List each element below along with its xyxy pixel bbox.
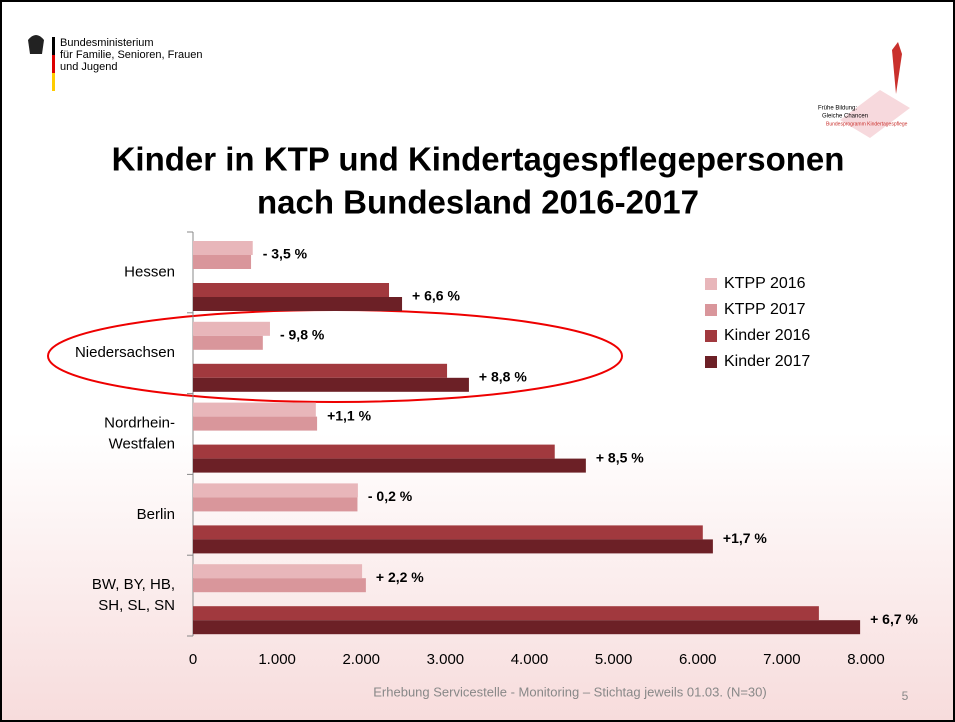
change-label: + 8,8 % <box>479 369 527 385</box>
page-number: 5 <box>902 689 909 703</box>
x-tick-label: 2.000 <box>342 651 380 668</box>
bar <box>193 241 253 255</box>
change-label: +1,1 % <box>327 407 372 423</box>
category-line: Westfalen <box>109 435 175 452</box>
change-label: + 6,6 % <box>412 288 460 304</box>
bar <box>193 363 448 378</box>
x-tick-label: 0 <box>189 651 197 668</box>
ministry-logo: Bundesministerium für Familie, Senioren,… <box>28 35 202 91</box>
category-line: Nordrhein- <box>104 414 175 431</box>
flag-red <box>52 55 55 73</box>
category-line: Berlin <box>137 506 175 523</box>
bar <box>193 335 263 350</box>
legend-swatch <box>705 330 717 342</box>
bar <box>193 444 555 459</box>
title-line: Kinder in KTP und Kindertagespflegeperso… <box>112 141 845 178</box>
bar <box>193 539 713 554</box>
x-tick-label: 7.000 <box>763 651 801 668</box>
eagle <box>28 35 44 54</box>
bar <box>193 620 861 635</box>
x-tick-label: 6.000 <box>679 651 717 668</box>
ministry-line: und Jugend <box>60 61 118 73</box>
bar <box>193 402 316 417</box>
bar <box>193 458 586 473</box>
change-label: + 6,7 % <box>870 611 918 627</box>
bar <box>193 578 366 593</box>
plot: 0 1.000 2.000 3.000 4.000 5.000 6.000 7.000 8.00… <box>75 231 919 668</box>
ministry-line: Bundesministerium <box>60 37 154 49</box>
flag-gold <box>52 73 55 91</box>
bar <box>193 377 469 392</box>
program-logo: Frühe Bildung: Gleiche Chancen Bundespro… <box>818 42 910 138</box>
x-tick-label: 8.000 <box>847 651 885 668</box>
bar <box>193 606 819 621</box>
legend-swatch <box>705 278 717 290</box>
bar <box>193 497 358 512</box>
legend-label: KTPP 2017 <box>724 301 806 318</box>
change-label: + 2,2 % <box>376 569 424 585</box>
program-line: Gleiche Chancen <box>822 114 868 120</box>
legend-swatch <box>705 304 717 316</box>
logo-figure <box>892 42 902 94</box>
bar <box>193 321 270 336</box>
change-label: - 0,2 % <box>368 488 413 504</box>
logo-shape <box>840 90 910 138</box>
category-line: SH, SL, SN <box>98 597 175 614</box>
category-label: Nordrhein- Westfalen <box>104 414 175 452</box>
x-tick-label: 5.000 <box>595 651 633 668</box>
bar <box>193 483 358 498</box>
legend-label: KTPP 2016 <box>724 275 806 292</box>
program-line: Bundesprogramm Kindertagespflege <box>826 121 908 127</box>
ministry-line: für Familie, Senioren, Frauen <box>60 49 202 61</box>
bar <box>193 416 318 431</box>
change-label: +1,7 % <box>723 530 768 546</box>
title-line: nach Bundesland 2016-2017 <box>257 184 699 221</box>
change-label: + 8,5 % <box>596 449 644 465</box>
legend-label: Kinder 2017 <box>724 353 810 370</box>
bar <box>193 525 703 540</box>
bar <box>193 255 252 269</box>
category-label: BW, BY, HB, SH, SL, SN <box>92 576 175 614</box>
x-tick-label: 1.000 <box>258 651 296 668</box>
legend-swatch <box>705 356 717 368</box>
category-label: Hessen <box>124 263 175 280</box>
category-label: Niedersachsen <box>75 344 175 361</box>
footer-source: Erhebung Servicestelle - Monitoring – St… <box>373 684 766 699</box>
bar <box>193 564 363 579</box>
category-line: Hessen <box>124 263 175 280</box>
flag-black <box>52 37 55 55</box>
change-label: - 9,8 % <box>280 327 325 343</box>
change-label: - 3,5 % <box>263 246 308 262</box>
bar <box>193 283 390 297</box>
legend-label: Kinder 2016 <box>724 327 810 344</box>
x-tick-label: 4.000 <box>511 651 549 668</box>
x-tick-label: 3.000 <box>427 651 465 668</box>
category-label: Berlin <box>137 506 175 523</box>
bar <box>193 297 403 311</box>
program-line: Frühe Bildung: <box>818 106 857 112</box>
category-line: BW, BY, HB, <box>92 576 175 593</box>
category-line: Niedersachsen <box>75 344 175 361</box>
